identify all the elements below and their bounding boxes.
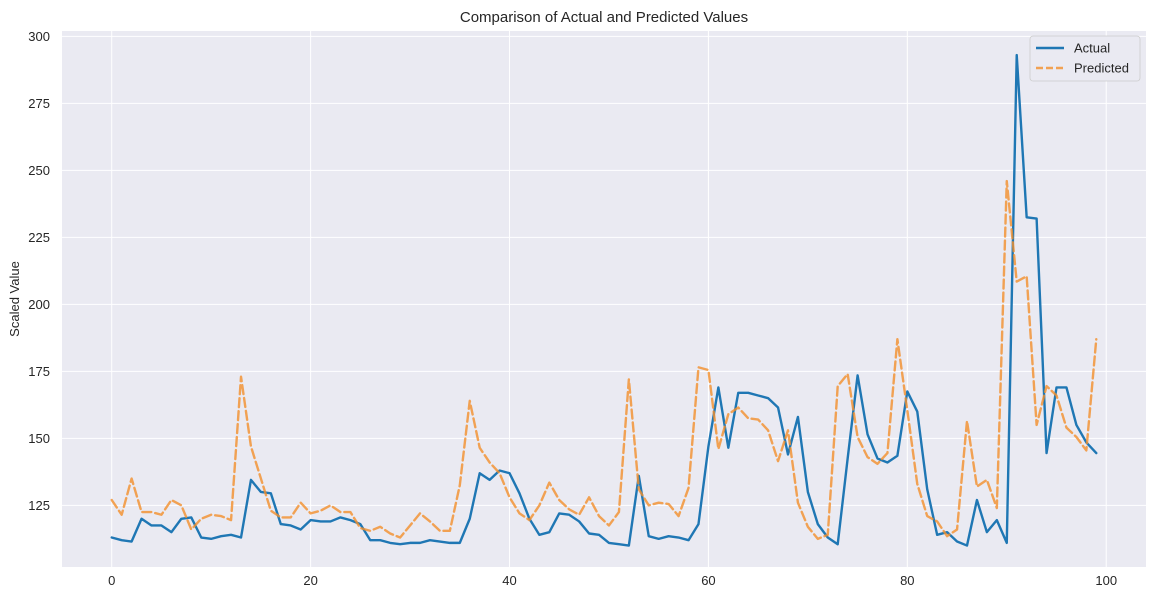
y-tick-label: 250	[28, 163, 50, 178]
y-tick-label: 225	[28, 230, 50, 245]
y-tick-label: 175	[28, 364, 50, 379]
x-tick-label: 60	[701, 573, 715, 588]
x-tick-label: 0	[108, 573, 115, 588]
y-tick-labels: 125 150 175 200 225 250 275 300	[28, 29, 50, 513]
y-tick-label: 200	[28, 297, 50, 312]
grid-lines	[62, 31, 1146, 567]
x-tick-label: 40	[502, 573, 516, 588]
y-tick-label: 300	[28, 29, 50, 44]
series-lines	[110, 53, 1098, 547]
x-tick-label: 100	[1095, 573, 1117, 588]
legend-label-actual: Actual	[1074, 41, 1110, 56]
series-line-actual	[110, 53, 1098, 547]
y-tick-label: 150	[28, 431, 50, 446]
legend-label-predicted: Predicted	[1074, 61, 1129, 76]
y-axis-label: Scaled Value	[7, 261, 22, 337]
y-tick-label: 275	[28, 96, 50, 111]
x-tick-labels: 0 20 40 60 80 100	[108, 573, 1117, 588]
x-tick-label: 80	[900, 573, 914, 588]
chart-title: Comparison of Actual and Predicted Value…	[460, 9, 748, 26]
series-line-predicted	[110, 179, 1098, 541]
x-tick-label: 20	[303, 573, 317, 588]
legend: Actual Predicted	[1029, 35, 1141, 82]
y-tick-label: 125	[28, 498, 50, 513]
plot-area	[62, 31, 1146, 567]
